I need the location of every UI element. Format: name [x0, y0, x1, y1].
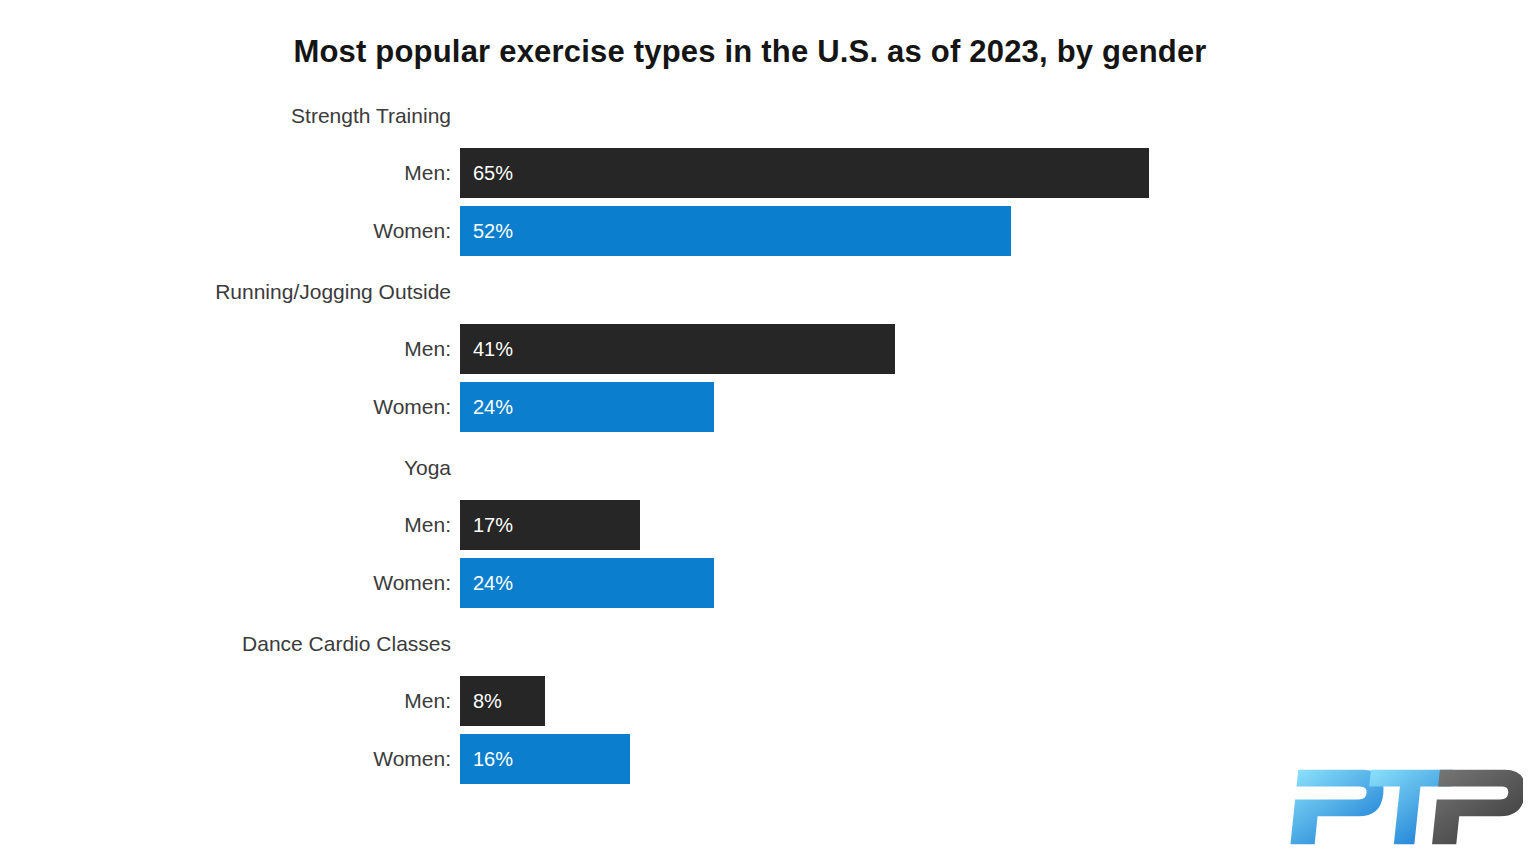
ptp-logo — [1283, 766, 1523, 848]
bar-row: Men: 17% — [0, 500, 1149, 550]
bar-value-label: 16% — [473, 748, 513, 771]
category-group: Strength Training Men: 65% Women: 52% — [0, 104, 1149, 256]
bar-men: 8% — [460, 676, 545, 726]
bar-value-label: 24% — [473, 396, 513, 419]
series-row-label: Women: — [0, 395, 460, 419]
bar-row: Women: 16% — [0, 734, 1149, 784]
category-group: Dance Cardio Classes Men: 8% Women: 16% — [0, 632, 1149, 784]
series-row-label: Men: — [0, 161, 460, 185]
bar-value-label: 24% — [473, 572, 513, 595]
bar-chart: Strength Training Men: 65% Women: 52% Running… — [0, 104, 1149, 808]
bar-value-label: 52% — [473, 220, 513, 243]
bar-row: Women: 24% — [0, 558, 1149, 608]
bar-row: Women: 24% — [0, 382, 1149, 432]
category-label: Yoga — [0, 456, 460, 480]
series-row-label: Women: — [0, 747, 460, 771]
bar-men: 65% — [460, 148, 1149, 198]
bar-row: Women: 52% — [0, 206, 1149, 256]
bar-row: Men: 8% — [0, 676, 1149, 726]
bar-men: 17% — [460, 500, 640, 550]
ptp-logo-graphic — [1283, 766, 1523, 848]
series-row-label: Women: — [0, 219, 460, 243]
bar-row: Men: 65% — [0, 148, 1149, 198]
chart-title: Most popular exercise types in the U.S. … — [0, 34, 1500, 70]
series-row-label: Men: — [0, 337, 460, 361]
bar-women: 24% — [460, 558, 714, 608]
bar-women: 52% — [460, 206, 1011, 256]
category-label: Strength Training — [0, 104, 460, 128]
series-row-label: Men: — [0, 689, 460, 713]
logo-letter-p-gray — [1432, 770, 1523, 845]
series-row-label: Women: — [0, 571, 460, 595]
series-row-label: Men: — [0, 513, 460, 537]
bar-value-label: 8% — [473, 690, 502, 713]
category-group: Yoga Men: 17% Women: 24% — [0, 456, 1149, 608]
bar-men: 41% — [460, 324, 895, 374]
bar-value-label: 17% — [473, 514, 513, 537]
bar-value-label: 65% — [473, 162, 513, 185]
category-label: Dance Cardio Classes — [0, 632, 460, 656]
category-group: Running/Jogging Outside Men: 41% Women: 24% — [0, 280, 1149, 432]
bar-row: Men: 41% — [0, 324, 1149, 374]
bar-women: 24% — [460, 382, 714, 432]
bar-value-label: 41% — [473, 338, 513, 361]
bar-women: 16% — [460, 734, 630, 784]
category-label: Running/Jogging Outside — [0, 280, 460, 304]
